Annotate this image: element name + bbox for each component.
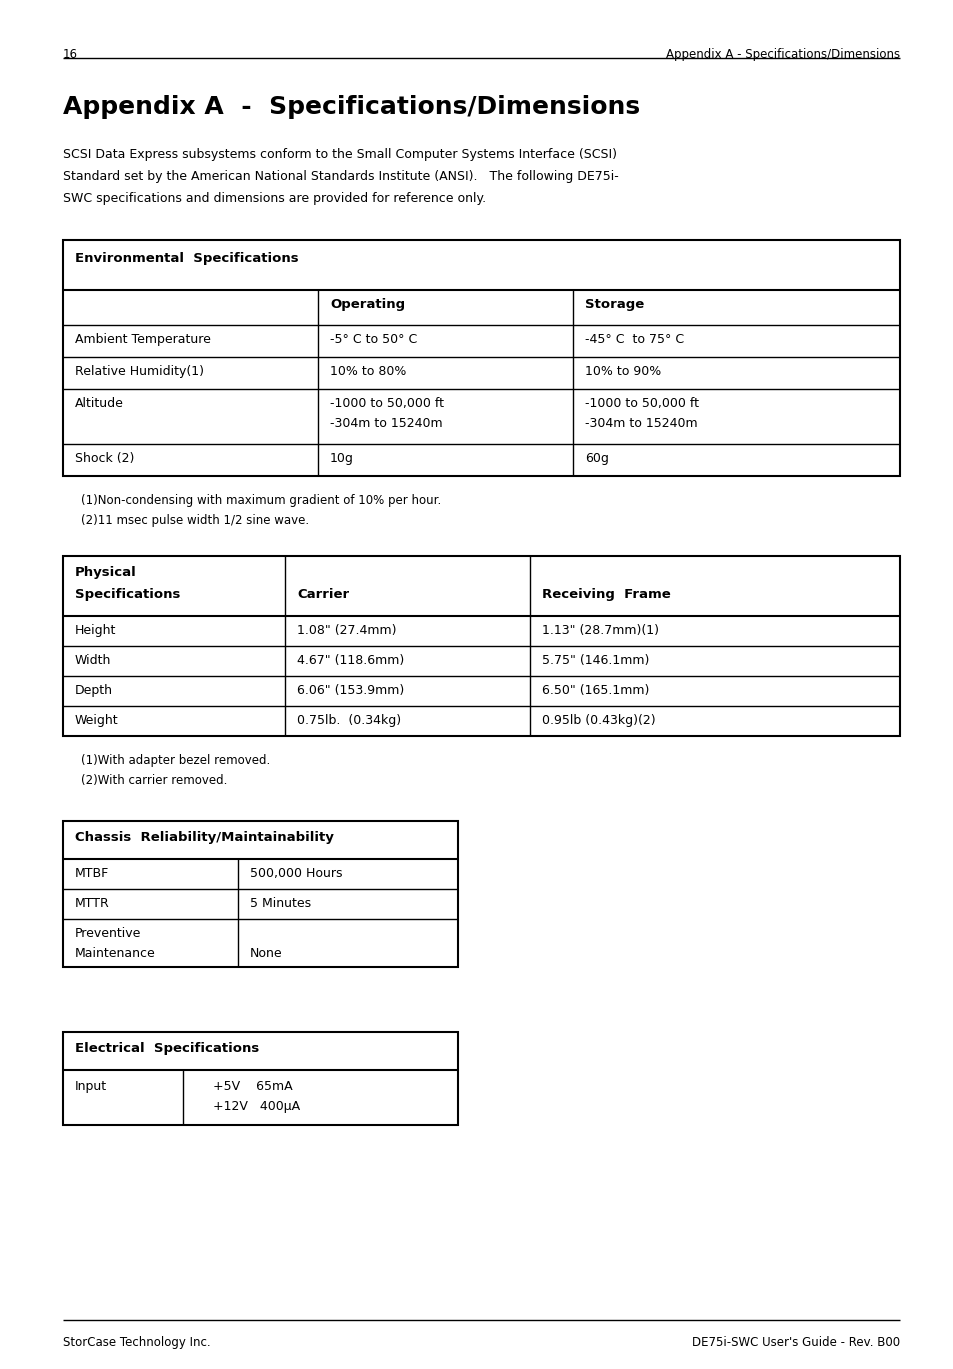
Bar: [63, 1032, 457, 1125]
Text: Depth: Depth: [75, 684, 112, 697]
Text: 6.06" (153.9mm): 6.06" (153.9mm): [296, 684, 404, 697]
Text: Receiving  Frame: Receiving Frame: [541, 589, 670, 601]
Text: 6.50" (165.1mm): 6.50" (165.1mm): [541, 684, 649, 697]
Text: 5.75" (146.1mm): 5.75" (146.1mm): [541, 654, 649, 667]
Bar: [63, 240, 899, 476]
Text: Relative Humidity(1): Relative Humidity(1): [75, 366, 204, 378]
Text: MTBF: MTBF: [75, 867, 110, 880]
Text: SWC specifications and dimensions are provided for reference only.: SWC specifications and dimensions are pr…: [63, 192, 486, 205]
Text: Operating: Operating: [330, 298, 405, 311]
Text: Specifications: Specifications: [75, 589, 180, 601]
Text: 10% to 90%: 10% to 90%: [584, 366, 660, 378]
Text: Appendix A - Specifications/Dimensions: Appendix A - Specifications/Dimensions: [665, 48, 899, 62]
Text: Carrier: Carrier: [296, 589, 349, 601]
Text: Height: Height: [75, 624, 116, 637]
Text: Physical: Physical: [75, 565, 136, 579]
Text: Altitude: Altitude: [75, 397, 124, 409]
Text: (2)11 msec pulse width 1/2 sine wave.: (2)11 msec pulse width 1/2 sine wave.: [81, 513, 309, 527]
Text: 5 Minutes: 5 Minutes: [250, 897, 311, 910]
Text: -304m to 15240m: -304m to 15240m: [330, 418, 442, 430]
Text: None: None: [250, 947, 282, 960]
Text: Weight: Weight: [75, 715, 118, 727]
Text: Chassis  Reliability/Maintainability: Chassis Reliability/Maintainability: [75, 831, 334, 845]
Text: (2)With carrier removed.: (2)With carrier removed.: [81, 773, 227, 787]
Text: 1.08" (27.4mm): 1.08" (27.4mm): [296, 624, 396, 637]
Text: Storage: Storage: [584, 298, 643, 311]
Text: 0.95lb (0.43kg)(2): 0.95lb (0.43kg)(2): [541, 715, 655, 727]
Text: Standard set by the American National Standards Institute (ANSI).   The followin: Standard set by the American National St…: [63, 170, 618, 183]
Text: Environmental  Specifications: Environmental Specifications: [75, 252, 298, 266]
Text: SCSI Data Express subsystems conform to the Small Computer Systems Interface (SC: SCSI Data Express subsystems conform to …: [63, 148, 617, 162]
Bar: [63, 821, 457, 967]
Text: +12V   400μA: +12V 400μA: [213, 1101, 300, 1113]
Text: (1)With adapter bezel removed.: (1)With adapter bezel removed.: [81, 754, 270, 767]
Text: 1.13" (28.7mm)(1): 1.13" (28.7mm)(1): [541, 624, 659, 637]
Text: -1000 to 50,000 ft: -1000 to 50,000 ft: [584, 397, 699, 409]
Text: +5V    65mA: +5V 65mA: [213, 1080, 293, 1092]
Text: MTTR: MTTR: [75, 897, 110, 910]
Text: Ambient Temperature: Ambient Temperature: [75, 333, 211, 346]
Text: 0.75lb.  (0.34kg): 0.75lb. (0.34kg): [296, 715, 400, 727]
Text: Appendix A  -  Specifications/Dimensions: Appendix A - Specifications/Dimensions: [63, 94, 639, 119]
Bar: [63, 556, 899, 737]
Text: -1000 to 50,000 ft: -1000 to 50,000 ft: [330, 397, 443, 409]
Text: 10% to 80%: 10% to 80%: [330, 366, 406, 378]
Text: Input: Input: [75, 1080, 107, 1092]
Text: Shock (2): Shock (2): [75, 452, 134, 465]
Text: StorCase Technology Inc.: StorCase Technology Inc.: [63, 1336, 211, 1348]
Text: 60g: 60g: [584, 452, 608, 465]
Text: Electrical  Specifications: Electrical Specifications: [75, 1042, 259, 1055]
Text: Preventive: Preventive: [75, 927, 141, 941]
Text: -5° C to 50° C: -5° C to 50° C: [330, 333, 416, 346]
Text: -304m to 15240m: -304m to 15240m: [584, 418, 697, 430]
Text: Maintenance: Maintenance: [75, 947, 155, 960]
Text: 16: 16: [63, 48, 78, 62]
Text: -45° C  to 75° C: -45° C to 75° C: [584, 333, 683, 346]
Text: 10g: 10g: [330, 452, 354, 465]
Text: 4.67" (118.6mm): 4.67" (118.6mm): [296, 654, 404, 667]
Text: DE75i-SWC User's Guide - Rev. B00: DE75i-SWC User's Guide - Rev. B00: [691, 1336, 899, 1348]
Text: (1)Non-condensing with maximum gradient of 10% per hour.: (1)Non-condensing with maximum gradient …: [81, 494, 441, 507]
Text: 500,000 Hours: 500,000 Hours: [250, 867, 342, 880]
Text: Width: Width: [75, 654, 112, 667]
